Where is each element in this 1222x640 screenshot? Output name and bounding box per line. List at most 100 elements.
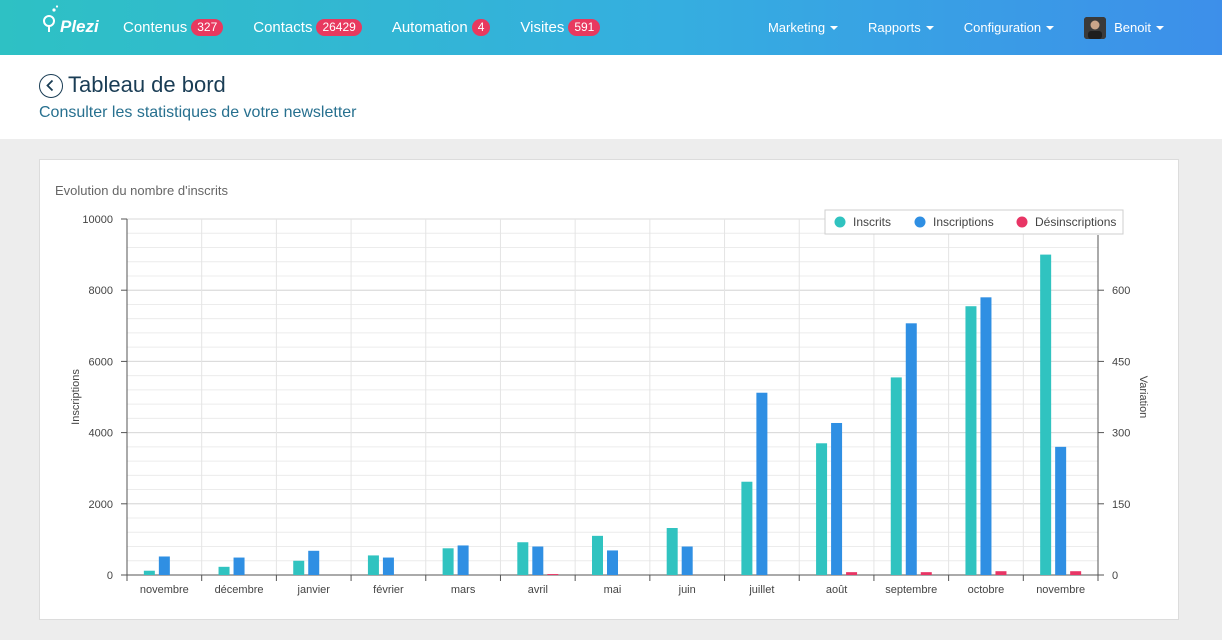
user-name: Benoit (1114, 20, 1151, 35)
x-tick-label: février (373, 584, 404, 596)
bar-inscriptions (457, 545, 469, 575)
y2-tick-label: 150 (1112, 499, 1130, 511)
x-tick-label: octobre (968, 584, 1005, 596)
page-header: Tableau de bord Consulter les statistiqu… (0, 55, 1222, 139)
bar-inscrits (293, 560, 305, 575)
x-tick-label: avril (528, 584, 548, 596)
x-tick-label: août (826, 584, 847, 596)
y-tick-label: 2000 (89, 499, 113, 511)
logo-text: Plezi (60, 17, 100, 36)
bar-inscriptions (980, 297, 992, 575)
page-title: Tableau de bord (68, 72, 226, 97)
caret-down-icon (830, 25, 839, 30)
legend-label: Désinscriptions (1035, 215, 1116, 229)
chart-panel: 0 2000 4000 6000 8000 10000 0 150 300 450 600 Inscr… (39, 159, 1179, 620)
y2-tick-label: 600 (1112, 285, 1130, 297)
bar-inscrits (1040, 254, 1052, 575)
x-tick-label: novembre (1036, 584, 1085, 596)
nav-contacts[interactable]: Contacts 26429 (253, 19, 362, 36)
nav-label: Visites (520, 19, 565, 36)
bar-désinscriptions (846, 572, 858, 575)
bar-désinscriptions (995, 571, 1007, 575)
top-navbar: Plezi Contenus 327 Contacts 26429 Automa… (0, 0, 1222, 55)
bar-inscrits (816, 443, 828, 575)
legend-box (824, 209, 1124, 235)
menu-marketing[interactable]: Marketing (767, 20, 839, 35)
nav-label: Automation (391, 19, 468, 36)
nav-automation[interactable]: Automation 4 (392, 19, 491, 36)
main-nav: Contenus 327 Contacts 26429 Automation 4… (123, 0, 630, 55)
user-menu[interactable]: Benoit (1084, 16, 1164, 39)
legend: Inscrits Inscriptions Désinscriptions (824, 209, 1124, 235)
back-arrow-icon[interactable] (39, 74, 63, 98)
bar-inscriptions (1055, 446, 1067, 575)
x-tick-label: novembre (140, 584, 189, 596)
bar-inscrits (965, 306, 977, 575)
x-tick-label: juin (678, 584, 696, 596)
x-tick-label: septembre (885, 584, 937, 596)
legend-marker (914, 216, 926, 228)
count-badge: 26429 (316, 19, 362, 36)
bar-inscrits (592, 535, 603, 575)
y-tick-label: 0 (107, 570, 113, 582)
menu-label: Marketing (767, 20, 826, 35)
bar-inscriptions (532, 546, 544, 575)
x-tick-label: mars (451, 584, 476, 596)
caret-down-icon (1156, 25, 1164, 30)
x-tick-label: janvier (297, 584, 331, 596)
bar-inscriptions (308, 550, 320, 575)
legend-label: Inscrits (853, 215, 891, 229)
bar-inscrits (517, 542, 529, 575)
bar-inscriptions (607, 550, 618, 575)
y-tick-label: 8000 (89, 285, 113, 297)
plezi-logo[interactable]: Plezi (40, 4, 100, 44)
nav-visites[interactable]: Visites 591 (520, 19, 601, 36)
avatar (1084, 16, 1107, 39)
y2-tick-label: 0 (1112, 570, 1118, 582)
x-tick-label: juillet (748, 584, 774, 596)
page-subtitle: Consulter les statistiques de votre news… (39, 104, 357, 121)
bar-désinscriptions (920, 572, 932, 575)
bar-inscriptions (831, 422, 843, 575)
bar-inscriptions (382, 557, 394, 575)
y2-tick-label: 450 (1112, 356, 1130, 368)
legend-marker (834, 216, 846, 228)
legend-marker (1016, 216, 1028, 228)
y-tick-label: 4000 (89, 428, 113, 440)
bar-inscrits (442, 548, 454, 575)
menu-label: Configuration (963, 20, 1042, 35)
count-badge: 327 (191, 19, 224, 36)
menu-label: Rapports (868, 20, 921, 35)
bar-inscriptions (905, 323, 917, 575)
nav-contenus[interactable]: Contenus 327 (123, 19, 224, 36)
count-badge: 591 (568, 19, 601, 36)
x-tick-label: décembre (215, 584, 264, 596)
bar-inscriptions (681, 546, 693, 575)
bar-désinscriptions (1070, 571, 1082, 575)
caret-down-icon (925, 25, 934, 30)
bar-inscrits (666, 528, 678, 575)
panel-title: Evolution du nombre d'inscrits (55, 183, 229, 198)
bar-inscrits (218, 566, 230, 575)
y-tick-label: 6000 (89, 356, 113, 368)
secondary-nav: Marketing Rapports Configuration Benoit (738, 0, 1164, 55)
y-tick-label: 10000 (82, 214, 113, 226)
bar-inscrits (143, 570, 155, 575)
nav-label: Contenus (123, 19, 188, 36)
bar-inscriptions (756, 392, 768, 575)
bar-inscrits (890, 377, 902, 575)
nav-label: Contacts (253, 19, 313, 36)
count-badge: 4 (471, 19, 491, 36)
y2-axis-title: Variation (1137, 376, 1149, 419)
legend-label: Inscriptions (933, 215, 994, 229)
menu-configuration[interactable]: Configuration (963, 20, 1055, 35)
y-axis-title: Inscriptions (70, 369, 82, 425)
bar-inscriptions (233, 557, 245, 575)
subscribers-chart: 0 2000 4000 6000 8000 10000 0 150 300 450 600 Inscr… (70, 209, 1149, 596)
caret-down-icon (1046, 25, 1055, 30)
menu-rapports[interactable]: Rapports (868, 20, 934, 35)
bar-inscrits (741, 481, 753, 575)
y2-tick-label: 300 (1112, 428, 1130, 440)
x-tick-label: mai (604, 584, 622, 596)
bar-inscrits (367, 555, 379, 575)
